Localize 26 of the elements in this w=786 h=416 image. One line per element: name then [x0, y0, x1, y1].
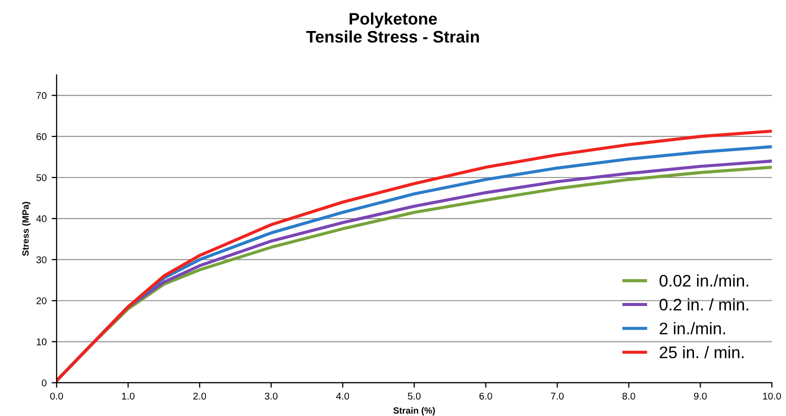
x-tick-label: 0.0	[50, 392, 63, 400]
x-axis-title: Strain (%)	[393, 407, 435, 416]
y-tick-label: 70	[36, 92, 46, 100]
x-tick-label: 2.0	[193, 392, 206, 400]
x-tick-label: 5.0	[408, 392, 421, 400]
x-tick-label: 1.0	[122, 392, 134, 400]
y-tick-label: 50	[36, 174, 46, 182]
y-axis-title: Stress (MPa)	[22, 202, 30, 256]
legend-label: 2 in./min.	[660, 322, 726, 334]
x-tick-label: 3.0	[264, 392, 278, 400]
y-tick-label: 30	[36, 256, 46, 264]
x-tick-label: 4.0	[336, 392, 350, 400]
x-tick-label: 6.0	[479, 392, 492, 400]
y-tick-label: 20	[36, 297, 46, 304]
y-tick-label: 40	[36, 215, 46, 222]
x-tick-label: 9.0	[694, 392, 707, 400]
legend-label: 25 in. / min.	[660, 346, 744, 358]
x-tick-label: 8.0	[622, 392, 636, 400]
y-tick-label: 0	[42, 379, 46, 386]
legend-label: 0.02 in./min.	[660, 274, 748, 287]
y-tick-label: 10	[36, 338, 46, 346]
y-tick-label: 60	[36, 133, 46, 140]
x-tick-label: 7.0	[551, 392, 564, 400]
x-tick-label: 10.0	[763, 392, 781, 400]
chart-title: Polyketone Tensile Stress - Strain	[306, 12, 479, 43]
legend-label: 0.2 in. / min.	[660, 298, 748, 311]
